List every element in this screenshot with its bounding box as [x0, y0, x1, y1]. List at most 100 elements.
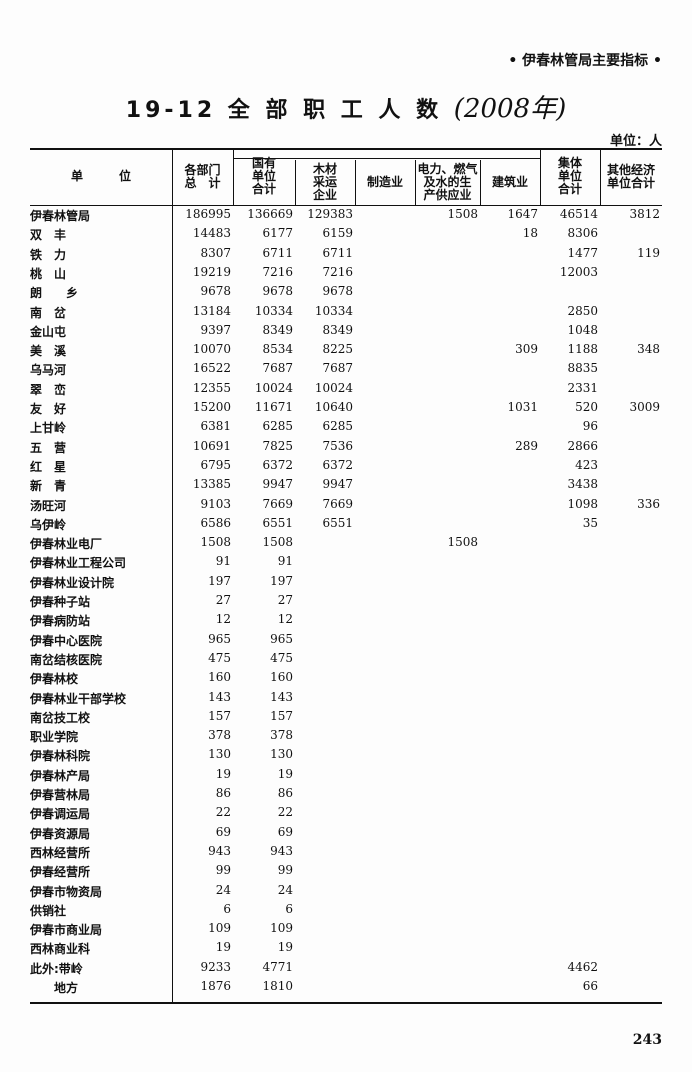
table-cell: 965 [208, 631, 231, 646]
row-label: 伊春资源局 [30, 826, 91, 841]
row-label: 职业学院 [30, 730, 79, 745]
row-label: 伊春经营所 [30, 865, 91, 880]
table-cell: 12355 [192, 380, 231, 395]
row-label: 伊春林管局 [30, 209, 91, 223]
row-label: 伊春林业电厂 [30, 537, 103, 552]
table-cell: 157 [208, 708, 231, 723]
table-row: 五 营 10691 7825 7536 289 2866 [30, 439, 662, 458]
table-cell: 86 [215, 786, 231, 800]
table-cell: 11671 [254, 400, 293, 414]
handwritten-note: (2008年) [453, 94, 567, 124]
row-label: 伊春中心医院 [30, 633, 103, 648]
table-cell: 8225 [322, 342, 353, 357]
table-cell: 109 [208, 921, 231, 936]
table-cell: 9678 [200, 284, 231, 299]
table-row: 伊春林业干部学校 143 143 [30, 690, 662, 709]
column-header: 制造业 [366, 175, 403, 189]
table-cell: 1188 [567, 342, 598, 357]
table-cell: 1477 [567, 245, 598, 260]
table-cell: 130 [270, 747, 293, 762]
table-cell: 10024 [254, 380, 293, 395]
table-cell: 8306 [567, 226, 598, 241]
running-header: • 伊春林管局主要指标 • [508, 53, 662, 69]
column-header: 其他经济 单位合计 [606, 162, 655, 190]
table-row: 双 丰 14483 6177 6159 18 8306 [30, 226, 662, 245]
table-cell: 1876 [200, 979, 231, 993]
table-cell: 1098 [567, 496, 598, 511]
table-cell: 4462 [567, 959, 598, 974]
row-label: 西林商业科 [30, 942, 91, 957]
row-label: 南岔技工校 [30, 710, 91, 725]
table-cell: 13385 [192, 477, 231, 492]
table-cell: 1048 [567, 322, 598, 337]
table-cell: 9103 [200, 496, 231, 511]
table-cell: 289 [515, 438, 538, 453]
table-row: 伊春营林局 86 86 [30, 786, 662, 805]
table-cell: 197 [270, 573, 293, 588]
table-cell: 119 [637, 245, 660, 260]
table-cell: 520 [575, 400, 598, 414]
table-cell: 143 [270, 689, 293, 704]
table-cell: 6159 [322, 226, 353, 241]
table-row: 翠 峦 12355 10024 10024 2331 [30, 381, 662, 400]
table-row: 供销社 6 6 [30, 902, 662, 921]
table-cell: 9947 [262, 477, 293, 492]
table-cell: 6 [223, 901, 231, 916]
table-cell: 10334 [314, 303, 353, 318]
table-cell: 348 [637, 342, 660, 357]
column-header: 电力、燃气 及水的生 产供应业 [417, 162, 478, 202]
column-divider [355, 160, 356, 205]
row-label: 西林经营所 [30, 845, 91, 860]
table-cell: 10691 [192, 438, 231, 453]
table-cell: 475 [208, 650, 231, 665]
table-cell: 2331 [567, 380, 598, 395]
table-cell: 4771 [262, 959, 293, 974]
table-row: 南 岔 13184 10334 10334 2850 [30, 304, 662, 323]
table-cell: 3812 [629, 207, 660, 221]
table-cell: 12003 [559, 264, 598, 279]
table-row: 地方 1876 1810 66 [30, 979, 662, 998]
table-cell: 8349 [322, 322, 353, 337]
table-cell: 309 [515, 342, 538, 357]
table-cell: 19219 [192, 264, 231, 279]
table-cell: 19 [215, 766, 231, 781]
table-cell: 7216 [322, 264, 353, 279]
table-cell: 27 [277, 593, 293, 607]
table-cell: 6711 [322, 245, 353, 260]
row-label: 乌伊岭 [30, 517, 67, 532]
table-cell: 19 [277, 940, 293, 955]
table-row: 西林经营所 943 943 [30, 844, 662, 863]
table-cell: 1031 [507, 400, 538, 414]
row-label: 红 星 [30, 459, 67, 474]
row-label: 乌马河 [30, 363, 67, 378]
table-cell: 2866 [567, 438, 598, 453]
table-bottom-rule [30, 1002, 662, 1005]
table-cell: 15200 [192, 400, 231, 414]
table-cell: 22 [215, 805, 231, 820]
row-label: 伊春营林局 [30, 788, 91, 802]
row-label: 汤旺河 [30, 498, 67, 513]
row-label: 桃 山 [30, 266, 67, 281]
table-cell: 22 [277, 805, 293, 820]
table-cell: 12 [277, 612, 293, 627]
column-divider [480, 160, 481, 205]
table-cell: 12 [215, 612, 231, 627]
row-label: 美 溪 [30, 344, 67, 359]
table-cell: 10334 [254, 303, 293, 318]
table-row: 伊春病防站 12 12 [30, 612, 662, 631]
table-cell: 2850 [567, 303, 598, 318]
table-row: 西林商业科 19 19 [30, 940, 662, 959]
table-cell: 943 [208, 843, 231, 858]
table-row: 伊春中心医院 965 965 [30, 632, 662, 651]
column-divider [415, 160, 416, 205]
row-label: 伊春林科院 [30, 749, 91, 764]
table-cell: 13184 [192, 303, 231, 318]
column-header: 国有 单位 合计 [251, 156, 276, 196]
table-cell: 7687 [322, 361, 353, 376]
table-row: 伊春林业工程公司 91 91 [30, 554, 662, 573]
table-cell: 186995 [185, 207, 231, 221]
column-divider [172, 148, 173, 1003]
table-row: 金山屯 9397 8349 8349 1048 [30, 323, 662, 342]
column-header: 建筑业 [491, 175, 528, 189]
table-row: 南岔结核医院 475 475 [30, 651, 662, 670]
